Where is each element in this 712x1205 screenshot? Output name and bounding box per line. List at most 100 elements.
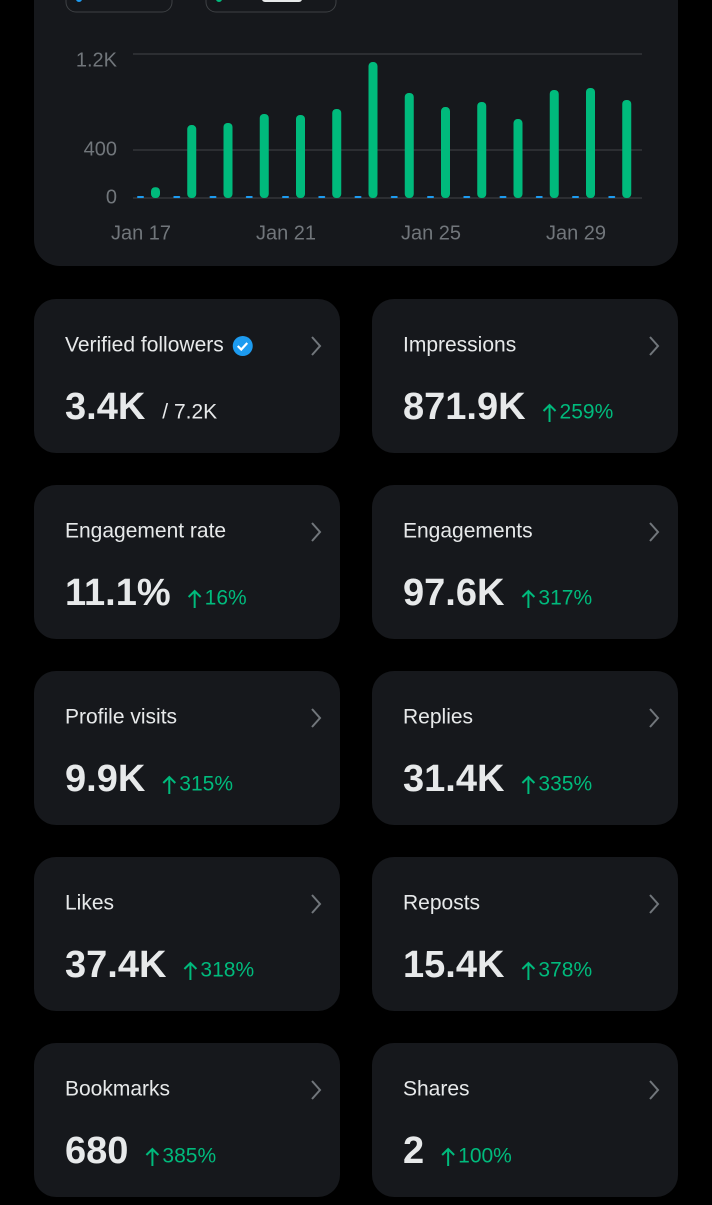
chevron [649, 708, 660, 728]
card-value: 37.4K [65, 944, 167, 986]
card-change: 100% [458, 1145, 512, 1168]
card-title: Likes [65, 892, 114, 915]
bar [296, 114, 305, 198]
y-tick-label: 0 [106, 186, 117, 208]
x-tick-label: Jan 29 [546, 222, 606, 244]
card-change: 318% [200, 959, 254, 982]
chevron [311, 708, 322, 728]
legend-pill[interactable] [205, 0, 337, 13]
bar [535, 196, 543, 198]
card-value: 680 [65, 1130, 128, 1172]
stat-card[interactable] [372, 1043, 678, 1197]
bar [151, 187, 160, 198]
chevron [311, 522, 322, 542]
up-arrow [441, 1147, 455, 1166]
stat-card[interactable] [34, 671, 340, 825]
bar [513, 119, 523, 198]
card-value: 11.1% [65, 572, 171, 614]
bar [245, 196, 253, 198]
x-tick-label: Jan 25 [401, 222, 461, 244]
chevron [649, 522, 660, 542]
up-arrow [183, 961, 198, 980]
chevron [649, 1080, 660, 1100]
card-change: 16% [205, 587, 247, 610]
card-title: Engagement rate [65, 520, 226, 543]
x-tick-label: Jan 21 [256, 222, 316, 244]
card-title: Verified followers [65, 334, 224, 357]
card-change: 317% [538, 587, 592, 610]
bar [259, 114, 269, 198]
stat-card[interactable] [372, 299, 678, 453]
up-arrow [187, 589, 202, 608]
bar [499, 196, 507, 198]
bar [427, 196, 434, 198]
bar [572, 196, 579, 198]
verified-check [236, 342, 249, 352]
card-value: 2 [403, 1130, 424, 1172]
up-arrow [162, 775, 176, 794]
bar [223, 123, 233, 198]
bar [463, 196, 471, 198]
up-arrow [521, 961, 536, 980]
bar [282, 196, 289, 198]
bar [173, 196, 181, 198]
bar [390, 196, 398, 198]
stat-card[interactable] [34, 857, 340, 1011]
y-tick-label: 1.2K [76, 49, 118, 71]
card-value: 9.9K [65, 758, 146, 800]
card-title: Shares [403, 1078, 470, 1101]
up-arrow [542, 403, 557, 422]
card-value: 871.9K [403, 386, 526, 428]
card-title: Reposts [403, 892, 480, 915]
card-title: Profile visits [65, 706, 177, 729]
bar [477, 102, 487, 198]
bar [137, 196, 144, 198]
chevron [311, 336, 322, 356]
card-title: Engagements [403, 520, 533, 543]
bar [187, 125, 197, 198]
card-title: Bookmarks [65, 1078, 170, 1101]
bar [368, 62, 378, 198]
card-title: Replies [403, 706, 473, 729]
chevron [311, 894, 322, 914]
bar [209, 196, 217, 198]
card-change: 335% [538, 773, 592, 796]
card-change: 385% [162, 1145, 216, 1168]
card-title: Impressions [403, 334, 516, 357]
card-total: / 7.2K [162, 401, 217, 424]
stat-card[interactable] [34, 1043, 340, 1197]
stat-card[interactable] [372, 671, 678, 825]
stat-card[interactable] [34, 485, 340, 639]
stat-card[interactable] [34, 299, 340, 453]
bar [608, 196, 616, 198]
card-value: 15.4K [403, 944, 505, 986]
card-value: 3.4K [65, 386, 146, 428]
stat-card[interactable] [372, 857, 678, 1011]
card-change: 315% [179, 773, 233, 796]
up-arrow [521, 589, 536, 608]
chevron [649, 336, 660, 356]
y-tick-label: 400 [84, 138, 117, 160]
card-change: 378% [538, 959, 592, 982]
bar [354, 196, 362, 198]
card-value: 31.4K [403, 758, 505, 800]
x-tick-label: Jan 17 [111, 222, 171, 244]
up-arrow [521, 775, 536, 794]
bar [586, 87, 595, 198]
card-change: 259% [560, 401, 614, 424]
bar [332, 108, 342, 198]
card-value: 97.6K [403, 572, 505, 614]
chevron [649, 894, 660, 914]
stat-card[interactable] [372, 485, 678, 639]
legend-dot [76, 0, 82, 2]
legend-pill[interactable] [65, 0, 173, 13]
bar [318, 196, 326, 198]
legend-dot [216, 0, 222, 2]
bar [549, 90, 559, 198]
bar [404, 93, 414, 198]
chevron [311, 1080, 322, 1100]
legend-text-fragment [262, 0, 302, 2]
verified-badge [232, 336, 253, 356]
